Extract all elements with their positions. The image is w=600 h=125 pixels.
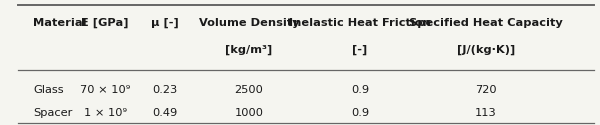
Text: 2500: 2500	[235, 85, 263, 95]
Text: 1 × 10⁹: 1 × 10⁹	[83, 108, 127, 118]
Text: μ [-]: μ [-]	[151, 17, 179, 28]
Text: Specified Heat Capacity: Specified Heat Capacity	[409, 18, 563, 28]
Text: 720: 720	[475, 85, 497, 95]
Text: 113: 113	[475, 108, 497, 118]
Text: Volume Density: Volume Density	[199, 18, 299, 28]
Text: 0.49: 0.49	[152, 108, 178, 118]
Text: 0.9: 0.9	[351, 85, 369, 95]
Text: E [GPa]: E [GPa]	[81, 17, 129, 28]
Text: Inelastic Heat Friction: Inelastic Heat Friction	[289, 18, 431, 28]
Text: 0.23: 0.23	[152, 85, 178, 95]
Text: [J/(kg·K)]: [J/(kg·K)]	[457, 45, 515, 55]
Text: [-]: [-]	[352, 45, 368, 55]
Text: Material: Material	[33, 18, 86, 28]
Text: Glass: Glass	[33, 85, 64, 95]
Text: 70 × 10⁹: 70 × 10⁹	[80, 85, 130, 95]
Text: 0.9: 0.9	[351, 108, 369, 118]
Text: [kg/m³]: [kg/m³]	[226, 45, 272, 55]
Text: 1000: 1000	[235, 108, 263, 118]
Text: Spacer: Spacer	[33, 108, 73, 118]
